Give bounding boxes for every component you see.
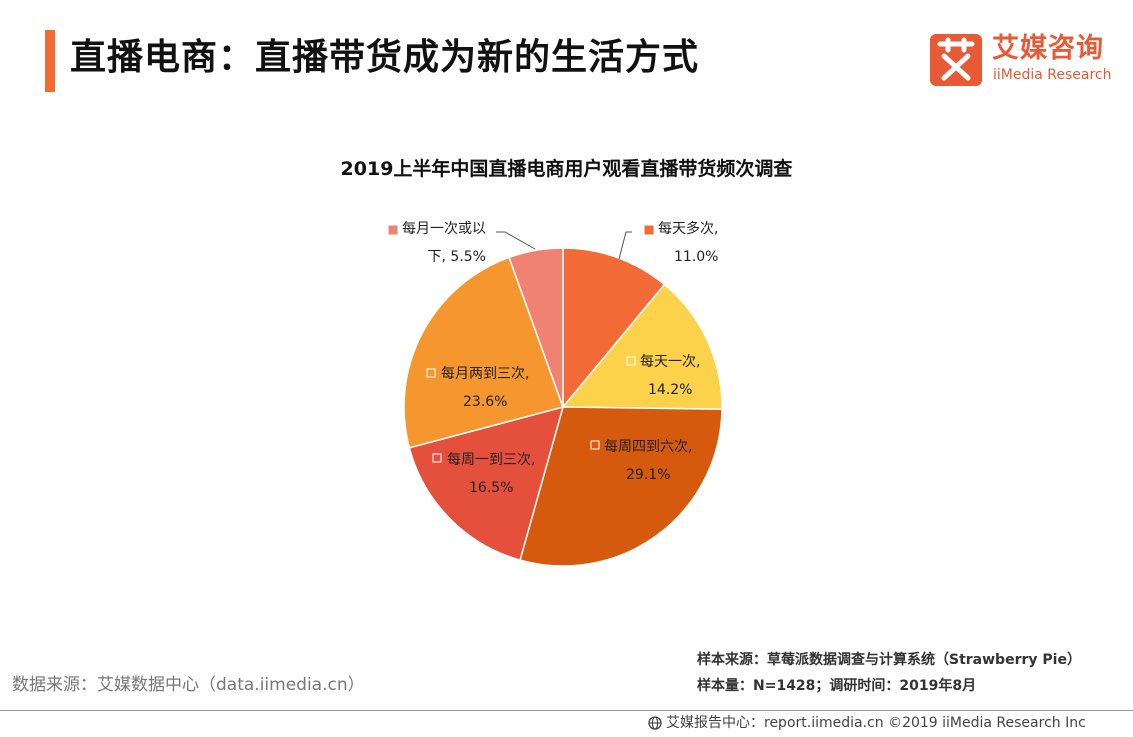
slice-label-line2-4: 23.6% [463, 394, 507, 410]
slice-label-0: 每天多次, 11.0% [618, 220, 718, 265]
pie-slice-0 [562, 247, 666, 410]
slice-label-1: 每天一次, 14.2% [626, 354, 700, 398]
slice-marker-1 [626, 356, 636, 366]
slice-label-line2-2: 29.1% [626, 467, 670, 483]
data-source-text: 数据来源：艾媒数据中心（data.iimedia.cn） [12, 675, 365, 695]
slice-label-line1-0: 每天多次, [658, 220, 718, 237]
title-accent-bar [45, 30, 55, 92]
slice-marker-0 [644, 225, 654, 235]
slice-label-line1-1: 每天一次, [640, 354, 700, 370]
slice-label-line2-0: 11.0% [674, 249, 718, 265]
iimedia-logo: 艾媒咨询 iiMedia Research [930, 33, 1120, 86]
slice-label-line2-5: 下, 5.5% [428, 249, 486, 265]
slice-label-line2-1: 14.2% [648, 382, 692, 398]
pie-slice-4 [403, 256, 564, 449]
slice-label-line1-4: 每月两到三次, [441, 366, 529, 382]
sample-source-text: 样本来源：草莓派数据调查与计算系统（Strawberry Pie） [697, 652, 1081, 668]
slice-label-line2-3: 16.5% [469, 480, 513, 496]
page-title: 直播电商：直播带货成为新的生活方式 [70, 37, 700, 78]
slice-label-line1-3: 每周一到三次, [447, 452, 535, 468]
footer-divider [0, 710, 1133, 711]
leader-line-0 [618, 231, 632, 260]
footer: 艾媒报告中心：report.iimedia.cn ©2019 iiMedia R… [648, 713, 1086, 733]
pie-slice-5 [508, 247, 564, 408]
footer-text: 艾媒报告中心：report.iimedia.cn ©2019 iiMedia R… [666, 715, 1086, 731]
sample-info-text: 样本量：N=1428；调研时间：2019年8月 [697, 678, 977, 694]
slice-label-line1-2: 每周四到六次, [604, 439, 692, 455]
logo-mark-icon [930, 34, 982, 86]
slice-label-4: 每月两到三次, 23.6% [426, 366, 529, 410]
slice-label-line1-5: 每月一次或以 [402, 221, 486, 237]
pie-slice-1 [561, 283, 723, 411]
slice-label-2: 每周四到六次, 29.1% [590, 439, 692, 483]
pie-slice-3 [408, 405, 565, 562]
slice-marker-5 [388, 225, 398, 235]
logo-english-text: iiMedia Research [993, 67, 1112, 83]
slice-label-3: 每周一到三次, 16.5% [432, 452, 535, 496]
chart-title: 2019上半年中国直播电商用户观看直播带货频次调查 [340, 158, 793, 180]
leader-line-5 [496, 231, 536, 250]
globe-icon [648, 716, 662, 730]
slice-marker-2 [590, 440, 600, 450]
logo-chinese-text: 艾媒咨询 [992, 33, 1104, 64]
slice-marker-3 [432, 453, 442, 463]
slice-marker-4 [426, 368, 436, 378]
pie-slice-2 [519, 406, 723, 567]
